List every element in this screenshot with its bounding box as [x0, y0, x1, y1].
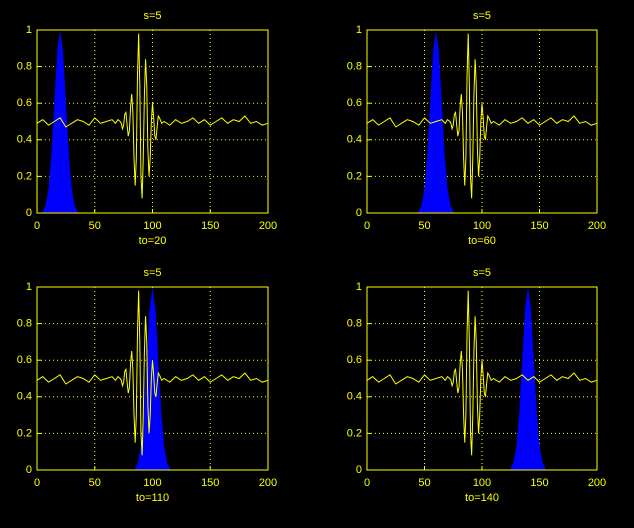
- x-tick-label: 100: [143, 477, 161, 489]
- x-axis-label: to=20: [139, 235, 167, 247]
- y-tick-label: 0.4: [17, 134, 32, 146]
- x-axis-label: to=140: [465, 492, 499, 504]
- x-tick-label: 150: [201, 220, 219, 232]
- y-tick-label: 0.2: [347, 427, 362, 439]
- x-tick-label: 50: [418, 477, 430, 489]
- y-tick-label: 0.4: [17, 391, 32, 403]
- x-tick-label: 100: [473, 220, 491, 232]
- x-axis-label: to=60: [468, 235, 496, 247]
- x-tick-label: 100: [143, 220, 161, 232]
- y-tick-label: 0.2: [17, 170, 32, 182]
- x-tick-label: 100: [473, 477, 491, 489]
- x-tick-label: 150: [201, 477, 219, 489]
- x-axis-label: to=110: [136, 492, 169, 504]
- y-tick-label: 0.2: [17, 427, 32, 439]
- x-tick-label: 50: [89, 477, 101, 489]
- x-tick-label: 200: [259, 220, 277, 232]
- y-tick-label: 0.8: [347, 61, 362, 73]
- y-tick-label: 0.4: [347, 134, 362, 146]
- window-area: [42, 30, 78, 213]
- window-area: [135, 287, 170, 470]
- x-tick-label: 50: [89, 220, 101, 232]
- x-tick-label: 0: [34, 220, 40, 232]
- x-tick-label: 0: [364, 220, 370, 232]
- y-tick-label: 0.8: [17, 61, 32, 73]
- axes-box: [36, 286, 269, 471]
- y-tick-label: 0: [26, 464, 32, 476]
- chart-title: s=5: [143, 267, 161, 279]
- y-tick-label: 0.4: [347, 391, 362, 403]
- axes-box: [366, 286, 598, 471]
- y-tick-label: 0.6: [17, 97, 32, 109]
- y-tick-label: 1: [356, 281, 362, 293]
- y-tick-label: 1: [26, 24, 32, 36]
- x-tick-label: 200: [259, 477, 277, 489]
- axes-box: [36, 29, 269, 214]
- x-tick-label: 0: [364, 477, 370, 489]
- y-tick-label: 0: [356, 464, 362, 476]
- signal-line: [366, 290, 598, 456]
- y-tick-label: 0.2: [347, 170, 362, 182]
- signal-line: [36, 290, 269, 456]
- y-tick-label: 1: [356, 24, 362, 36]
- x-tick-label: 200: [588, 477, 606, 489]
- y-tick-label: 0.6: [347, 97, 362, 109]
- signal-line: [36, 33, 269, 199]
- x-tick-label: 50: [418, 220, 430, 232]
- chart-title: s=5: [143, 10, 161, 22]
- x-tick-label: 200: [588, 220, 606, 232]
- window-area: [510, 287, 546, 470]
- chart-title: s=5: [473, 10, 491, 22]
- axes-box: [366, 29, 598, 214]
- x-tick-label: 0: [34, 477, 40, 489]
- y-tick-label: 1: [26, 281, 32, 293]
- x-tick-label: 150: [530, 477, 548, 489]
- y-tick-label: 0.8: [347, 318, 362, 330]
- y-tick-label: 0.6: [347, 354, 362, 366]
- x-tick-label: 150: [530, 220, 548, 232]
- chart-title: s=5: [473, 267, 491, 279]
- y-tick-label: 0: [26, 207, 32, 219]
- y-tick-label: 0.8: [17, 318, 32, 330]
- y-tick-label: 0.6: [17, 354, 32, 366]
- signal-line: [366, 33, 598, 199]
- y-tick-label: 0: [356, 207, 362, 219]
